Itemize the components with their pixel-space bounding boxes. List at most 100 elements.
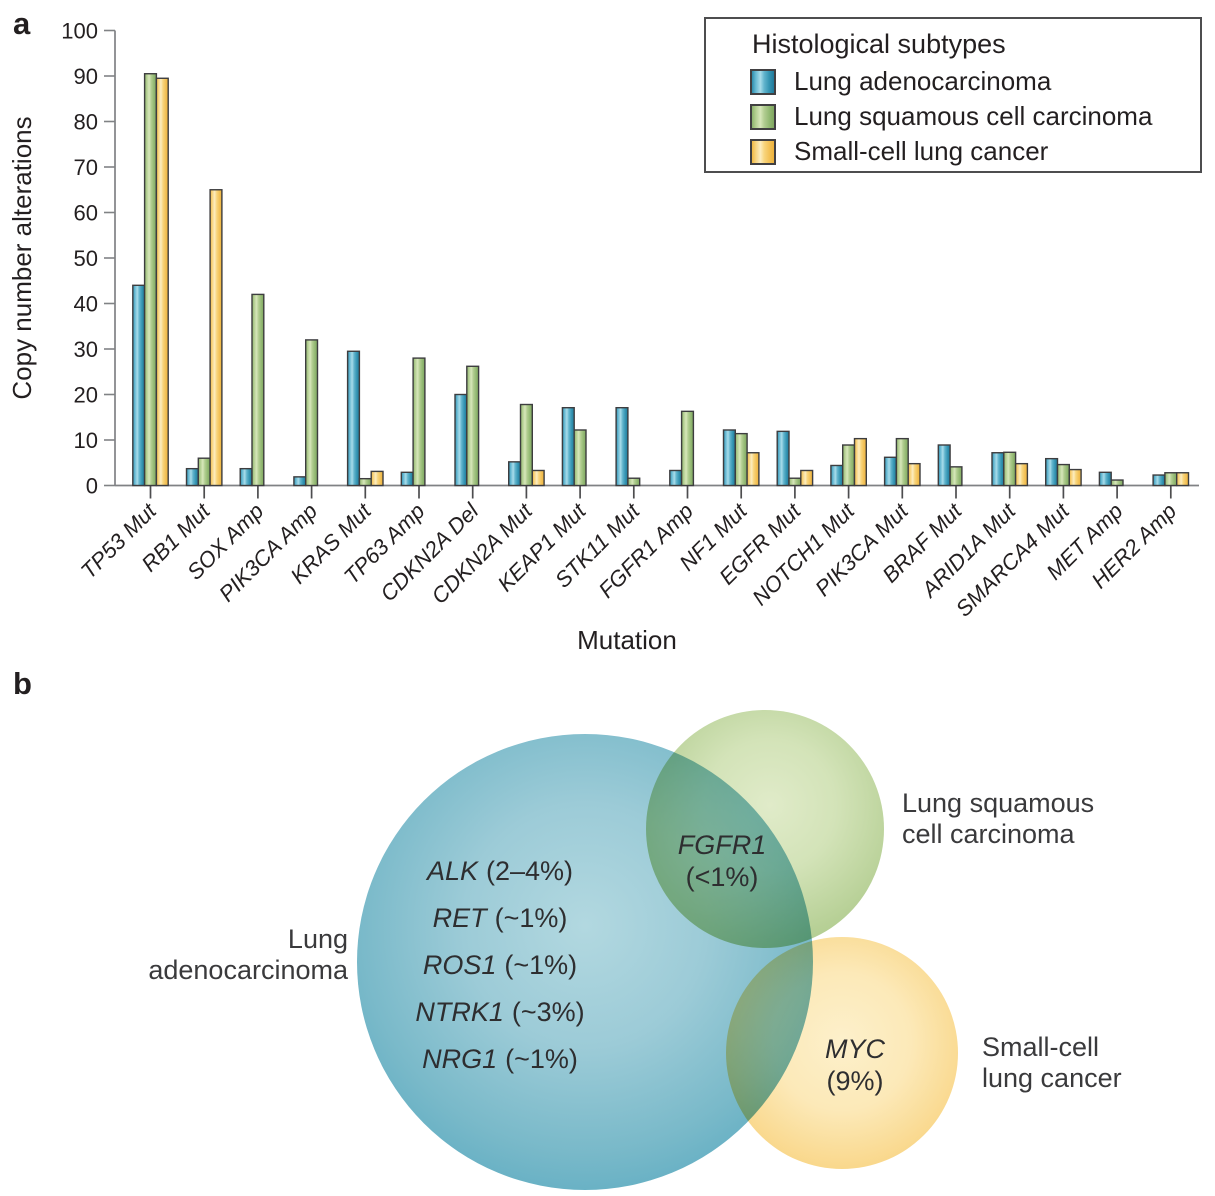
bar-PIK3CA Amp-Lung squamous cell carcinoma	[305, 339, 319, 487]
bar-HER2 Amp-Small-cell lung cancer	[1175, 472, 1190, 487]
bar-CDKN2A Del-Lung adenocarcinoma	[454, 393, 468, 487]
bar-KRAS Mut-Small-cell lung cancer	[370, 470, 384, 487]
gene-entry: ALK (2–4%)	[360, 848, 640, 895]
venn-circle-small-cell-lung-cancer	[726, 937, 958, 1169]
gene-frequency: (<1%)	[685, 862, 759, 892]
gene-frequency: (9%)	[826, 1066, 884, 1096]
legend-label: Lung adenocarcinoma	[794, 66, 1052, 96]
bar-PIK3CA Mut-Lung adenocarcinoma	[883, 456, 898, 487]
panel-b-label: b	[13, 666, 32, 701]
legend-item-small-cell-lung-cancer: Small-cell lung cancer	[706, 134, 1200, 169]
gene-frequency: (~1%)	[494, 903, 568, 933]
bar-TP53 Mut-Small-cell lung cancer	[155, 77, 169, 487]
bar-CDKN2A Mut-Lung adenocarcinoma	[508, 461, 522, 487]
bar-NF1 Mut-Lung squamous cell carcinoma	[734, 432, 748, 487]
legend-swatch-small-cell-lung-cancer	[750, 138, 776, 165]
bar-BRAF Mut-Lung squamous cell carcinoma	[949, 466, 963, 487]
y-tick-label: 0	[86, 474, 98, 499]
gene-entry: RET (~1%)	[360, 895, 640, 942]
legend-swatch-lung-adenocarcinoma	[750, 68, 776, 95]
gene-name: MYC	[825, 1034, 885, 1064]
venn-label-lung-squamous-cell-carcinoma: Lung squamous cell carcinoma	[902, 788, 1094, 850]
y-axis-ticks	[104, 29, 115, 487]
venn-diagram: Lung adenocarcinoma Lung squamous cell c…	[0, 676, 1215, 1196]
bar-FGFR1 Amp-Lung squamous cell carcinoma	[680, 410, 695, 487]
bar-NF1 Mut-Small-cell lung cancer	[746, 452, 760, 487]
bars	[132, 73, 1190, 487]
legend-swatch-lung-squamous-cell-carcinoma	[750, 103, 776, 130]
legend-label: Small-cell lung cancer	[794, 136, 1049, 166]
bar-STK11 Mut-Lung squamous cell carcinoma	[627, 477, 641, 487]
gene-frequency: (~1%)	[504, 950, 578, 980]
gene-frequency: (2–4%)	[486, 856, 574, 886]
bar-KEAP1 Mut-Lung adenocarcinoma	[561, 406, 575, 487]
bar-SMARCA4 Mut-Lung adenocarcinoma	[1044, 457, 1059, 487]
gene-name: NRG1	[422, 1044, 498, 1074]
gene-name: ALK	[426, 856, 478, 886]
bar-CDKN2A Mut-Lung squamous cell carcinoma	[519, 403, 534, 487]
bar-SOX Amp-Lung adenocarcinoma	[239, 467, 253, 487]
bar-TP53 Mut-Lung adenocarcinoma	[132, 284, 146, 487]
bar-TP63 Amp-Lung squamous cell carcinoma	[412, 357, 426, 487]
bar-RB1 Mut-Small-cell lung cancer	[209, 189, 223, 487]
bar-MET Amp-Lung adenocarcinoma	[1098, 471, 1112, 487]
bar-KRAS Mut-Lung squamous cell carcinoma	[358, 477, 372, 487]
legend-item-lung-adenocarcinoma: Lung adenocarcinoma	[706, 64, 1200, 99]
venn-label-line: Small-cell	[982, 1032, 1100, 1062]
legend-item-lung-squamous-cell-carcinoma: Lung squamous cell carcinoma	[706, 99, 1200, 134]
bar-FGFR1 Amp-Lung adenocarcinoma	[669, 469, 683, 487]
venn-overlap-luad-lusc-gene: FGFR1 (<1%)	[612, 829, 832, 893]
venn-circle-lung-squamous-cell-carcinoma	[646, 710, 884, 948]
bar-ARID1A Mut-Lung squamous cell carcinoma	[1003, 451, 1017, 487]
bar-CDKN2A Del-Lung squamous cell carcinoma	[466, 365, 480, 487]
bar-SOX Amp-Lung squamous cell carcinoma	[251, 293, 265, 487]
bar-MET Amp-Lung squamous cell carcinoma	[1110, 479, 1124, 487]
y-tick-label: 20	[74, 383, 98, 408]
bar-PIK3CA Mut-Small-cell lung cancer	[907, 462, 921, 487]
bar-PIK3CA Amp-Lung adenocarcinoma	[293, 476, 307, 487]
bar-ARID1A Mut-Small-cell lung cancer	[1014, 462, 1029, 487]
bar-EGFR Mut-Lung squamous cell carcinoma	[788, 477, 802, 487]
y-axis-title: Copy number alterations	[7, 116, 37, 399]
bar-SMARCA4 Mut-Small-cell lung cancer	[1068, 468, 1082, 487]
x-axis-title: Mutation	[577, 625, 677, 655]
venn-label-line: lung cancer	[982, 1063, 1122, 1093]
venn-label-line: Lung	[287, 924, 348, 954]
bar-RB1 Mut-Lung adenocarcinoma	[185, 467, 200, 487]
bar-CDKN2A Mut-Small-cell lung cancer	[531, 469, 545, 487]
gene-entry: NRG1 (~1%)	[360, 1036, 640, 1083]
bar-NOTCH1 Mut-Lung squamous cell carcinoma	[842, 444, 856, 487]
gene-name: NTRK1	[415, 997, 504, 1027]
gene-name: ROS1	[422, 950, 497, 980]
gene-name: RET	[432, 903, 487, 933]
bar-KEAP1 Mut-Lung squamous cell carcinoma	[573, 429, 587, 487]
bar-PIK3CA Mut-Lung squamous cell carcinoma	[895, 437, 909, 487]
bar-NF1 Mut-Lung adenocarcinoma	[722, 429, 737, 487]
bar-STK11 Mut-Lung adenocarcinoma	[615, 406, 629, 487]
y-tick-label: 50	[74, 246, 98, 271]
y-tick-label: 10	[74, 428, 98, 453]
bar-EGFR Mut-Small-cell lung cancer	[800, 469, 814, 487]
legend-label: Lung squamous cell carcinoma	[794, 101, 1153, 131]
bar-TP63 Amp-Lung adenocarcinoma	[400, 471, 414, 487]
gene-frequency: (~1%)	[505, 1044, 578, 1074]
gene-entry: NTRK1 (~3%)	[360, 989, 640, 1036]
chart-legend: Histological subtypes Lung adenocarcinom…	[704, 17, 1202, 173]
bar-NOTCH1 Mut-Lung adenocarcinoma	[830, 464, 844, 487]
venn-label-lung-adenocarcinoma: Lung adenocarcinoma	[110, 924, 348, 986]
gene-name: FGFR1	[677, 830, 767, 860]
y-tick-label: 80	[74, 110, 98, 135]
y-tick-label: 30	[74, 337, 98, 362]
y-tick-label: 40	[74, 292, 98, 317]
legend-title: Histological subtypes	[752, 29, 1006, 59]
panel-a-label: a	[13, 6, 31, 41]
bar-RB1 Mut-Lung squamous cell carcinoma	[197, 457, 211, 487]
y-tick-label: 100	[61, 19, 98, 44]
venn-label-line: Lung squamous	[902, 788, 1095, 818]
y-axis-tick-labels: 0 10 20 30 40 50 60 70 80 90 100	[61, 19, 98, 499]
gene-frequency: (~3%)	[511, 997, 585, 1027]
y-tick-label: 70	[74, 155, 98, 180]
